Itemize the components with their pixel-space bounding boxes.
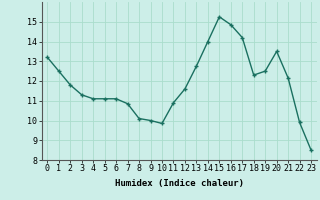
X-axis label: Humidex (Indice chaleur): Humidex (Indice chaleur) bbox=[115, 179, 244, 188]
